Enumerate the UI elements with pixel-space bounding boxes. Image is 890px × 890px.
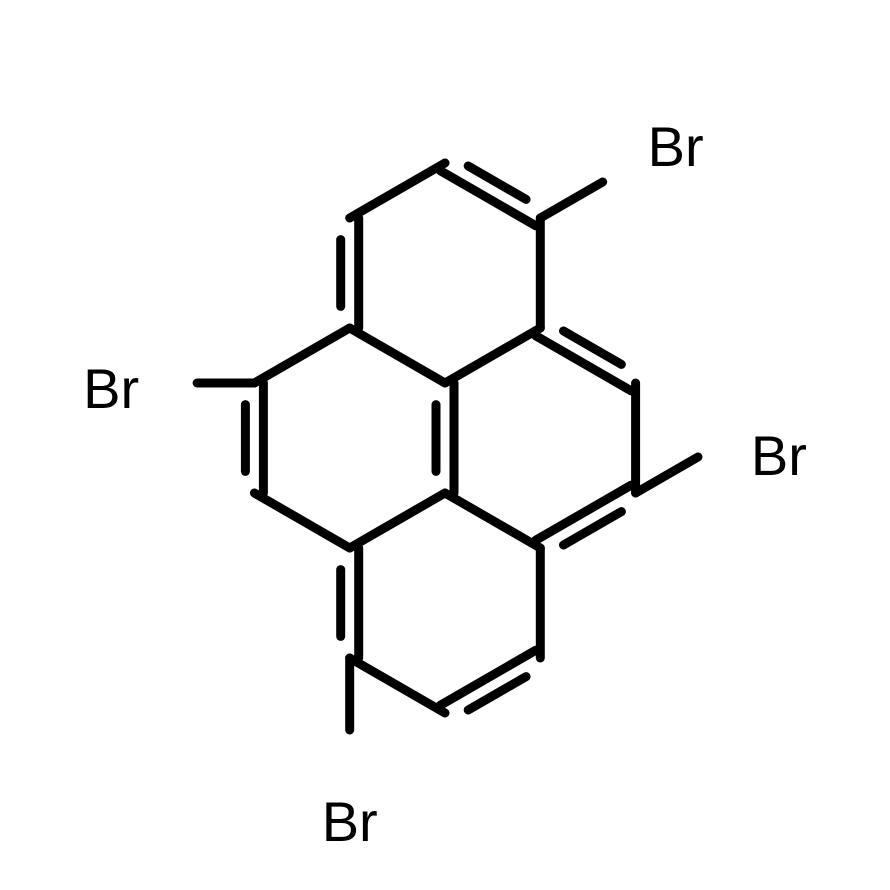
atom-label-br: Br (751, 424, 807, 487)
atom-label-br: Br (322, 790, 378, 853)
molecule-diagram: Br Br Br Br (0, 0, 890, 890)
atom-label-br: Br (83, 357, 139, 420)
atom-label-br: Br (648, 115, 704, 178)
